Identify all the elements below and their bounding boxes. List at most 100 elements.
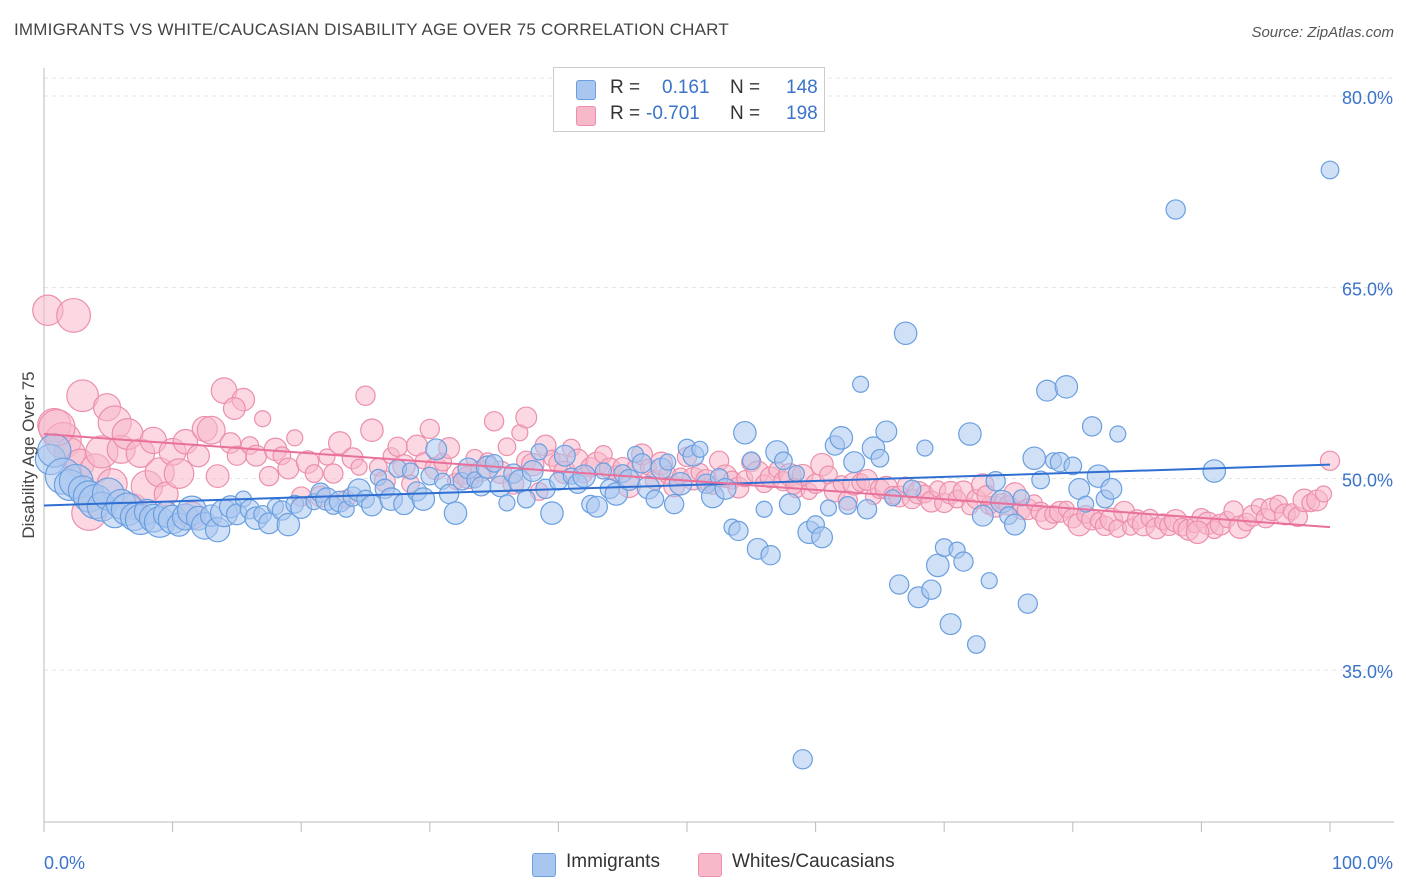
immigrants-point bbox=[925, 553, 950, 578]
immigrants-point bbox=[521, 460, 544, 483]
immigrants-point bbox=[530, 443, 548, 461]
immigrants-point bbox=[1081, 416, 1103, 437]
immigrants-point bbox=[774, 451, 793, 471]
immigrants-point bbox=[516, 489, 536, 509]
immigrants-point bbox=[916, 439, 934, 457]
y-tick-label: 65.0% bbox=[1342, 279, 1393, 299]
immigrants-point bbox=[540, 501, 564, 525]
whites-trend-line bbox=[43, 433, 1331, 529]
whites-legend-swatch bbox=[698, 853, 722, 877]
immigrants-point bbox=[966, 635, 986, 654]
whites-point bbox=[318, 448, 336, 466]
r-label: R = bbox=[610, 103, 641, 124]
whites-point bbox=[1314, 485, 1333, 503]
whites-point bbox=[327, 431, 352, 455]
x-tick-label-end: 100.0% bbox=[1332, 853, 1393, 873]
immigrants-point bbox=[838, 496, 858, 515]
tick-labels: 80.0% 65.0% 50.0% 35.0% 0.0% 100.0% Disability… bbox=[19, 88, 1393, 873]
immigrants-point bbox=[1100, 477, 1123, 500]
immigrants-point bbox=[953, 551, 974, 572]
immigrants-point bbox=[875, 420, 898, 443]
immigrants-point bbox=[631, 453, 653, 474]
whites-point bbox=[355, 385, 376, 406]
y-tick-label: 50.0% bbox=[1342, 471, 1393, 491]
immigrants-point bbox=[811, 526, 834, 549]
r-value-whites: -0.701 bbox=[646, 103, 700, 124]
immigrants-point bbox=[553, 444, 576, 467]
immigrants-point bbox=[691, 440, 709, 458]
immigrants-point bbox=[1012, 489, 1030, 507]
whites-point bbox=[387, 436, 408, 457]
whites-point bbox=[497, 437, 517, 457]
immigrants-point bbox=[645, 489, 665, 509]
immigrants-point bbox=[572, 464, 596, 488]
immigrants-point bbox=[787, 464, 805, 483]
gridlines bbox=[44, 77, 1394, 671]
immigrants-point bbox=[1003, 513, 1026, 536]
immigrants-point bbox=[829, 426, 854, 450]
whites-point bbox=[163, 458, 195, 489]
y-tick-label: 35.0% bbox=[1342, 662, 1393, 682]
legend-label-immigrants: Immigrants bbox=[566, 851, 660, 872]
immigrants-point bbox=[902, 479, 922, 499]
whites-point bbox=[286, 429, 304, 447]
whites-point bbox=[56, 297, 92, 333]
immigrants-point bbox=[1202, 459, 1227, 483]
n-label: N = bbox=[730, 103, 761, 124]
immigrants-point bbox=[1320, 160, 1340, 180]
trend-lines bbox=[43, 433, 1331, 529]
immigrants-point bbox=[985, 471, 1006, 492]
immigrants-point bbox=[1165, 199, 1186, 220]
immigrants-point bbox=[360, 494, 383, 517]
immigrants-point bbox=[819, 499, 838, 517]
immigrants-point bbox=[498, 494, 516, 512]
n-value-whites: 198 bbox=[786, 103, 818, 124]
immigrants-point bbox=[1036, 379, 1059, 402]
immigrants-point bbox=[888, 574, 910, 595]
immigrants-point bbox=[755, 500, 773, 518]
whites-point bbox=[483, 411, 505, 432]
r-value-immigrants: 0.161 bbox=[662, 77, 710, 98]
whites-point bbox=[350, 458, 368, 476]
immigrants-point bbox=[1017, 593, 1038, 614]
y-tick-label: 80.0% bbox=[1342, 88, 1393, 108]
immigrants-swatch bbox=[576, 80, 596, 100]
n-value-immigrants: 148 bbox=[786, 77, 818, 98]
whites-point bbox=[186, 444, 210, 468]
immigrants-trend-line bbox=[43, 463, 1331, 507]
immigrants-point bbox=[884, 489, 902, 507]
whites-point bbox=[1319, 450, 1341, 472]
whites-point bbox=[360, 418, 384, 442]
whites-point bbox=[277, 457, 300, 480]
immigrants-point bbox=[659, 453, 677, 471]
immigrants-point bbox=[971, 504, 994, 527]
immigrants-point bbox=[856, 499, 878, 520]
source-label: Source: ZipAtlas.com bbox=[1251, 24, 1394, 41]
immigrants-point bbox=[980, 572, 998, 590]
immigrants-point bbox=[411, 487, 436, 511]
chart-title: IMMIGRANTS VS WHITE/CAUCASIAN DISABILITY… bbox=[14, 20, 729, 39]
whites-point bbox=[196, 415, 226, 445]
n-label: N = bbox=[730, 77, 761, 98]
immigrants-point bbox=[939, 613, 962, 636]
y-axis-label: Disability Age Over 75 bbox=[19, 371, 38, 538]
whites-point bbox=[205, 464, 230, 489]
immigrants-point bbox=[585, 495, 608, 518]
immigrants-point bbox=[843, 451, 866, 474]
whites-point bbox=[323, 463, 344, 484]
immigrants-point bbox=[443, 501, 468, 525]
immigrants-point bbox=[668, 471, 693, 496]
immigrants-point bbox=[741, 451, 761, 471]
whites-point bbox=[1185, 520, 1210, 545]
immigrants-point bbox=[760, 545, 781, 566]
immigrants-point bbox=[484, 453, 504, 473]
stats-box: R = 0.161 N = 148 R = -0.701 N = 198 bbox=[553, 67, 825, 132]
immigrants-point bbox=[1022, 446, 1047, 471]
legend-label-whites: Whites/Caucasians bbox=[732, 851, 895, 872]
immigrants-point bbox=[1054, 375, 1079, 399]
immigrants-point bbox=[921, 579, 942, 600]
whites-point bbox=[66, 379, 99, 413]
immigrants-point bbox=[1031, 470, 1051, 490]
r-label: R = bbox=[610, 77, 641, 98]
